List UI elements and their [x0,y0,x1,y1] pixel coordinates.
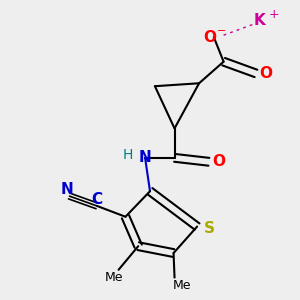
Text: O: O [203,30,216,45]
Text: K: K [254,13,266,28]
Text: H: H [122,148,133,162]
Text: Me: Me [173,279,192,292]
Text: N: N [60,182,73,197]
Text: N: N [139,150,152,165]
Text: O: O [212,154,225,169]
Text: −: − [217,26,226,36]
Text: C: C [92,192,103,207]
Text: Me: Me [104,271,123,284]
Text: O: O [259,66,272,81]
Text: +: + [268,8,279,21]
Text: S: S [203,221,214,236]
